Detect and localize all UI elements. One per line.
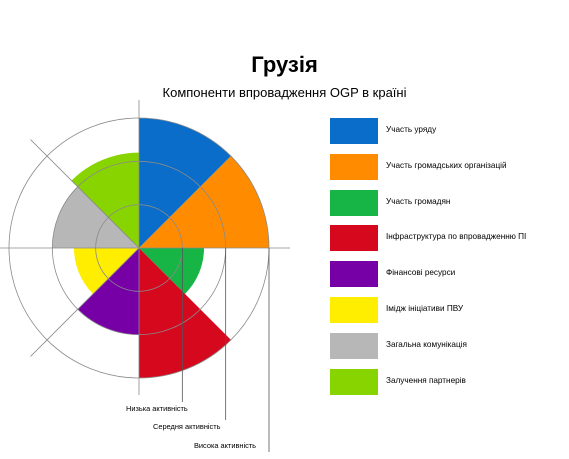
legend-item: Загальна комунікація <box>330 332 569 359</box>
legend-item: Залучення партнерів <box>330 368 569 395</box>
legend-swatch <box>330 297 378 323</box>
legend-item: Інфраструктура по впровадженню ПІ <box>330 225 569 252</box>
sector-4 <box>139 248 231 378</box>
legend-item: Участь громадян <box>330 189 569 216</box>
legend-label: Залучення партнерів <box>386 375 466 385</box>
axis-diagonal-sw <box>30 247 140 357</box>
level-label-low: Низька активність <box>126 404 188 413</box>
sector-1 <box>139 118 231 248</box>
legend-label: Участь громадських організацій <box>386 160 507 170</box>
legend-swatch <box>330 261 378 288</box>
sector-5 <box>77 248 139 335</box>
legend-label: Інфраструктура по впровадженню ПІ <box>386 232 527 242</box>
level-label-high: Висока активність <box>194 441 257 450</box>
legend-label: Участь уряду <box>386 125 437 134</box>
sector-2 <box>139 156 269 248</box>
sector-8 <box>71 152 139 248</box>
legend-label: Загальна комунікація <box>386 339 467 349</box>
chart-title: Грузія <box>251 52 318 77</box>
legend-swatch <box>330 368 378 395</box>
legend-item: Фінансові ресурси <box>330 261 569 288</box>
legend-swatch <box>330 225 378 252</box>
legend-item: Участь громадських організацій <box>330 153 569 180</box>
legend-label: Імідж ініціативи ПВУ <box>386 304 464 313</box>
legend-swatch <box>330 332 378 359</box>
legend-item: Імідж ініціативи ПВУ <box>330 297 569 323</box>
chart-subtitle: Компоненти впровадження OGP в країні <box>162 85 407 100</box>
sector-6 <box>74 248 139 294</box>
axis-diagonal-nw <box>30 139 140 249</box>
sector-7 <box>52 186 139 248</box>
level-label-medium: Середня активність <box>153 422 221 431</box>
legend-label: Фінансові ресурси <box>386 268 456 278</box>
sector-3 <box>139 248 204 294</box>
legend-swatch <box>330 189 378 216</box>
legend-item: Участь уряду <box>330 118 569 144</box>
legend-label: Участь громадян <box>386 196 451 206</box>
legend-swatch <box>330 118 378 144</box>
legend-swatch <box>330 153 378 180</box>
